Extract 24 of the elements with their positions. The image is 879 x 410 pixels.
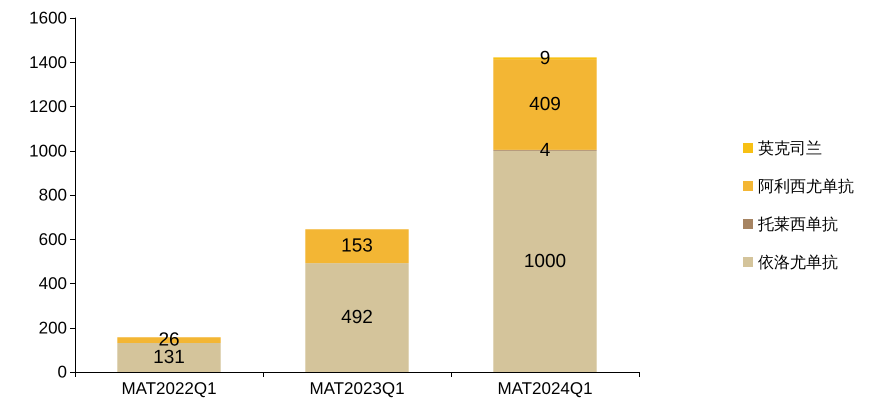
y-tick-label: 1600 <box>29 8 67 28</box>
data-label: 153 <box>341 236 373 257</box>
data-label: 4 <box>540 140 551 161</box>
x-tick-label: MAT2024Q1 <box>497 379 593 398</box>
x-tick-label: MAT2022Q1 <box>121 379 217 398</box>
y-tick-label: 400 <box>38 274 67 293</box>
y-tick-label: 0 <box>58 362 67 382</box>
legend-label: 英克司兰 <box>758 138 822 158</box>
legend-label: 托莱西单抗 <box>757 214 838 234</box>
y-tick-label: 1000 <box>29 141 67 160</box>
bar <box>305 263 409 372</box>
legend-label: 依洛尤单抗 <box>758 252 838 272</box>
y-tick-label: 800 <box>38 186 67 204</box>
data-label: 409 <box>529 94 561 116</box>
bar <box>305 229 409 264</box>
y-tick-label: 200 <box>38 318 67 338</box>
data-label: 131 <box>153 347 185 368</box>
x-tick-label: MAT2023Q1 <box>309 379 405 398</box>
y-tick-label: 1200 <box>29 97 67 116</box>
legend-label: 阿利西尤单抗 <box>758 176 854 196</box>
y-tick-label: 600 <box>38 230 67 249</box>
y-tick-label: 1400 <box>29 52 67 72</box>
data-label: 492 <box>341 307 373 328</box>
data-label: 1000 <box>524 250 566 272</box>
